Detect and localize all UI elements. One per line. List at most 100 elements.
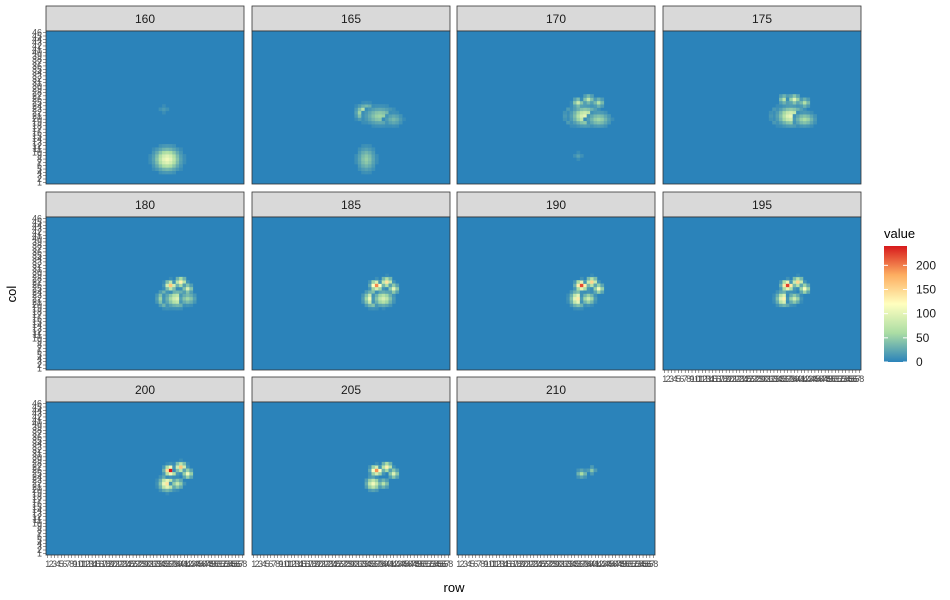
heat-cell: [368, 465, 372, 469]
heat-cell: [779, 296, 783, 301]
heat-cell: [796, 114, 800, 118]
heat-cell: [378, 293, 383, 298]
heat-cell: [385, 485, 389, 489]
heat-cell: [576, 293, 581, 298]
heat-cell: [158, 107, 163, 112]
heat-cell: [364, 154, 369, 158]
x-tick-label: 27: [131, 559, 141, 569]
heat-cell: [168, 481, 173, 486]
y-tick-label: 12: [32, 141, 42, 151]
heat-cell: [374, 478, 379, 483]
y-tick-label: 13: [32, 137, 42, 147]
heat-cell: [364, 303, 369, 308]
heat-cell: [576, 154, 581, 158]
heat-cell: [789, 107, 794, 112]
heat-cell: [576, 150, 581, 155]
panel-background: [252, 31, 450, 184]
x-tick-label: 49: [413, 559, 423, 569]
heat-cell: [371, 293, 376, 298]
facet-strip-label: 180: [135, 198, 155, 212]
heat-cell: [391, 300, 396, 304]
x-tick-label: 49: [207, 559, 217, 569]
heat-cell: [371, 306, 376, 311]
x-tick-label: 41: [179, 559, 189, 569]
x-tick-label: 39: [583, 559, 593, 569]
facet-strip: [45, 376, 245, 403]
heat-cell: [603, 124, 608, 128]
heat-cell: [155, 147, 159, 152]
x-tick-label: 29: [549, 559, 559, 569]
x-tick-label: 38: [169, 559, 179, 569]
x-tick-label: 16: [505, 559, 515, 569]
y-tick-label: 2: [37, 545, 42, 555]
x-tick-label: 29: [138, 559, 148, 569]
y-tick-label: 23: [32, 104, 42, 114]
heat-blob: [388, 468, 400, 479]
facet-165: 165: [251, 5, 451, 185]
heat-cell: [378, 280, 383, 284]
y-tick-label: 23: [32, 475, 42, 485]
x-tick-label: 33: [563, 559, 573, 569]
y-axis: 1234567891011121314151617181920212223242…: [32, 28, 46, 187]
heat-cell: [576, 97, 581, 102]
y-tick-label: 29: [32, 270, 42, 280]
heat-cell: [361, 144, 365, 148]
heat-cell: [364, 485, 369, 489]
heat-cell: [796, 273, 800, 278]
heat-cell: [158, 481, 163, 486]
heat-cell: [374, 475, 379, 479]
heat-cell: [792, 296, 797, 301]
y-tick-label: 46: [32, 28, 42, 38]
x-tick-label: 21: [522, 559, 532, 569]
heat-cell: [590, 273, 594, 278]
heat-cell: [175, 283, 180, 288]
y-tick-label: 32: [32, 260, 42, 270]
heat-blob: [579, 94, 598, 105]
x-tick-label: 10: [690, 374, 700, 384]
heat-cell: [806, 124, 811, 128]
heat-cell: [768, 114, 773, 118]
heat-cell: [361, 157, 365, 162]
heat-cell: [385, 104, 389, 108]
x-tick-label: 36: [573, 559, 583, 569]
y-tick-label: 43: [32, 409, 42, 419]
heat-cell: [775, 300, 780, 304]
heat-cell: [576, 296, 581, 301]
x-tick-label: 20: [314, 559, 324, 569]
heat-cell: [792, 120, 797, 125]
heat-blob: [378, 273, 396, 291]
x-tick-label: 16: [711, 374, 721, 384]
heat-cell: [371, 157, 376, 162]
facet-strip-label: 175: [752, 12, 772, 26]
y-tick-label: 46: [32, 214, 42, 224]
heat-cell: [162, 147, 166, 152]
heat-cell: [182, 475, 187, 479]
x-tick-label: 52: [217, 559, 227, 569]
heat-blob: [388, 283, 400, 294]
heat-cell: [569, 290, 574, 294]
heat-cell: [371, 286, 376, 291]
facet-175: 175: [662, 5, 862, 185]
panel-border: [662, 216, 862, 371]
heat-cell: [371, 465, 376, 469]
facet-205: 205: [251, 376, 451, 556]
heat-cell: [799, 104, 804, 108]
heat-cell: [162, 475, 166, 479]
panel-background: [457, 402, 655, 555]
heat-cell: [772, 117, 776, 122]
heat-cell: [381, 481, 386, 486]
heat-cell: [792, 94, 797, 98]
heat-cell: [179, 485, 183, 489]
heat-cell: [172, 286, 177, 291]
x-tick-label: 44: [189, 559, 199, 569]
heat-cell: [361, 120, 365, 125]
heat-cell: [782, 104, 787, 108]
heat-cell: [569, 104, 574, 108]
heat-cell: [361, 100, 365, 105]
y-tick-label: 35: [32, 64, 42, 74]
heat-cell: [576, 468, 581, 473]
heat-cell: [566, 296, 570, 301]
heat-cell: [158, 293, 163, 298]
x-tick-label: 20: [108, 559, 118, 569]
x-tick-label: 51: [830, 374, 840, 384]
